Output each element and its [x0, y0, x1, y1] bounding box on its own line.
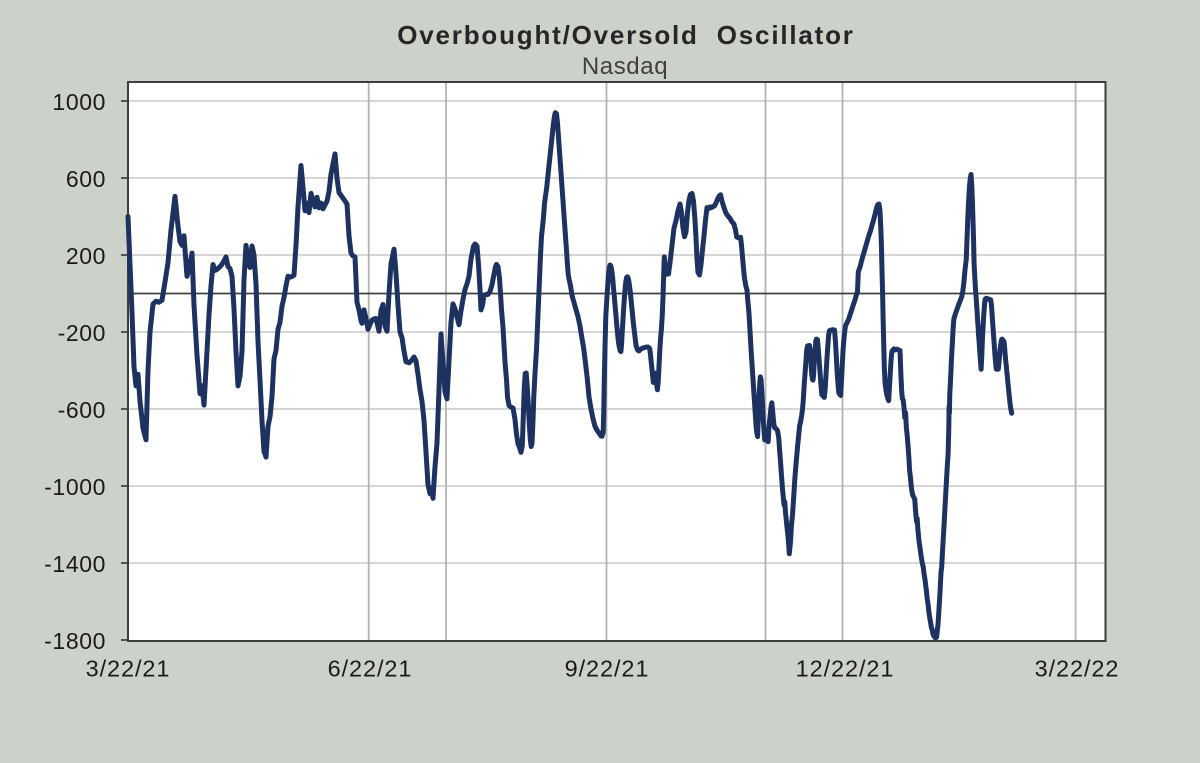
svg-text:200: 200: [66, 243, 106, 269]
svg-text:6/22/21: 6/22/21: [328, 656, 413, 682]
svg-text:-1400: -1400: [44, 551, 106, 577]
svg-text:600: 600: [66, 166, 106, 192]
svg-text:9/22/21: 9/22/21: [565, 656, 650, 682]
svg-text:-1000: -1000: [44, 474, 106, 500]
svg-text:3/22/21: 3/22/21: [86, 656, 171, 682]
svg-text:Overbought/Oversold Oscillato: Overbought/Oversold Oscillator: [397, 20, 854, 50]
svg-text:-600: -600: [58, 397, 106, 423]
svg-text:Nasdaq: Nasdaq: [582, 53, 668, 80]
svg-text:12/22/21: 12/22/21: [796, 656, 895, 682]
svg-text:-1800: -1800: [44, 628, 106, 654]
svg-text:1000: 1000: [52, 89, 106, 115]
svg-text:-200: -200: [58, 320, 106, 346]
svg-text:3/22/22: 3/22/22: [1035, 656, 1120, 682]
